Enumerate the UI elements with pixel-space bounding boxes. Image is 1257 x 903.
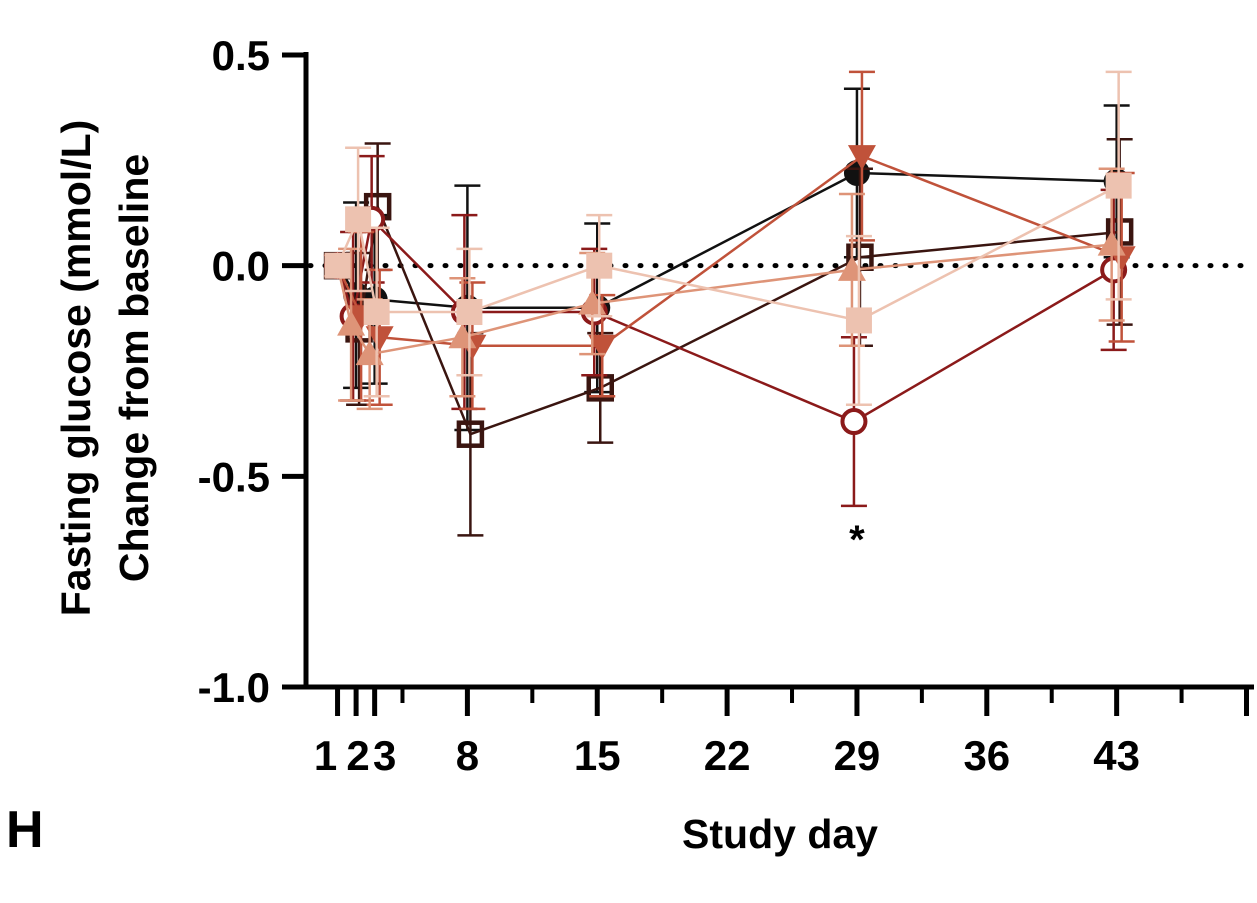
data-point bbox=[843, 159, 870, 186]
series-group bbox=[323, 138, 1134, 537]
ticks-layer: -1.0 -0.5 0.0 0.5 1 2 3 8 15 22 29 36 43 bbox=[198, 32, 1249, 779]
data-point bbox=[840, 408, 868, 436]
y-tick-label: -0.5 bbox=[198, 453, 270, 500]
y-tick-label: -1.0 bbox=[198, 664, 270, 711]
x-tick-label: 8 bbox=[456, 732, 479, 779]
series-group bbox=[324, 87, 1130, 432]
x-axis-label: Study day bbox=[682, 811, 878, 857]
series-layer bbox=[323, 70, 1136, 537]
data-point bbox=[1105, 172, 1132, 199]
data-point bbox=[345, 206, 372, 233]
data-point bbox=[324, 252, 351, 279]
x-tick-label: 36 bbox=[963, 732, 1010, 779]
series-group bbox=[323, 167, 1126, 411]
series-group bbox=[324, 154, 1128, 508]
data-point bbox=[337, 310, 366, 336]
panel-label: H bbox=[6, 801, 44, 859]
x-tick-label: 2 bbox=[346, 732, 369, 779]
data-point bbox=[363, 299, 390, 326]
y-axis-label-line2: Change from baseline bbox=[111, 154, 157, 582]
x-tick-label: 1 bbox=[314, 732, 337, 779]
x-tick-label: 15 bbox=[574, 732, 621, 779]
data-point bbox=[845, 307, 872, 334]
axes-layer bbox=[303, 52, 1254, 690]
x-tick-label: 43 bbox=[1093, 732, 1140, 779]
data-point bbox=[456, 299, 483, 326]
series-line bbox=[336, 171, 1117, 310]
y-axis-label-line1: Fasting glucose (mmol/L) bbox=[53, 120, 99, 617]
data-point bbox=[365, 326, 394, 352]
data-point bbox=[586, 252, 613, 279]
series-group bbox=[324, 70, 1132, 406]
data-point bbox=[588, 334, 617, 360]
x-tick-label: 22 bbox=[704, 732, 751, 779]
x-tick-label: 29 bbox=[834, 732, 881, 779]
y-tick-label: 0.0 bbox=[212, 243, 270, 290]
y-tick-label: 0.5 bbox=[212, 32, 270, 79]
x-tick-label: 3 bbox=[373, 732, 396, 779]
data-point bbox=[456, 420, 485, 448]
data-point bbox=[847, 145, 876, 171]
significance-annotation: * bbox=[849, 518, 865, 562]
